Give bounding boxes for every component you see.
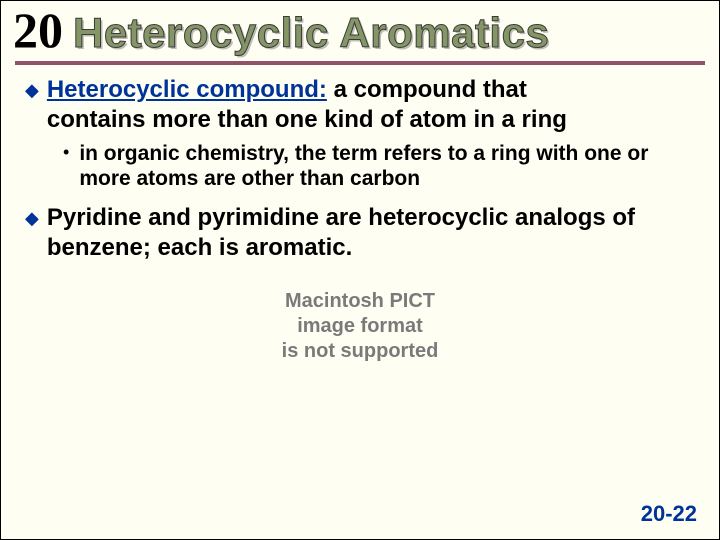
bullet-text: Heterocyclic compound: a compound that c… bbox=[47, 75, 567, 135]
placeholder-line: Macintosh PICT bbox=[285, 290, 435, 312]
bullet-text-rest: a compound that bbox=[327, 76, 527, 103]
sub-bullet-text: in organic chemistry, the term refers to… bbox=[79, 141, 695, 191]
divider-rule bbox=[15, 61, 705, 65]
diamond-bullet-icon: ◆ bbox=[25, 207, 39, 230]
image-placeholder: Macintosh PICT image format is not suppo… bbox=[25, 289, 695, 364]
page-number: 20-22 bbox=[641, 501, 697, 527]
placeholder-line: is not supported bbox=[282, 340, 439, 362]
placeholder-text: Macintosh PICT image format is not suppo… bbox=[282, 289, 439, 364]
slide-header: 20 Heterocyclic Aromatics bbox=[1, 1, 719, 55]
bullet-lead: Pyridine bbox=[47, 204, 142, 231]
diamond-bullet-icon: ◆ bbox=[25, 79, 39, 102]
defined-term: Heterocyclic compound: bbox=[47, 76, 327, 103]
sub-bullet-item: • in organic chemistry, the term refers … bbox=[63, 141, 695, 191]
slide-content: ◆ Heterocyclic compound: a compound that… bbox=[1, 75, 719, 364]
placeholder-line: image format bbox=[297, 315, 423, 337]
bullet-item: ◆ Heterocyclic compound: a compound that… bbox=[25, 75, 695, 135]
bullet-item: ◆ Pyridine and pyrimidine are heterocycl… bbox=[25, 203, 695, 263]
bullet-text: Pyridine and pyrimidine are heterocyclic… bbox=[47, 203, 695, 263]
slide-title: Heterocyclic Aromatics bbox=[73, 5, 549, 55]
bullet-text-cont: contains more than one kind of atom in a… bbox=[47, 106, 567, 133]
chapter-number: 20 bbox=[13, 5, 63, 55]
disc-bullet-icon: • bbox=[63, 141, 69, 164]
